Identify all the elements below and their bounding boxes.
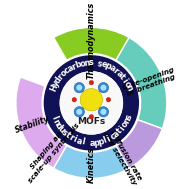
- Circle shape: [77, 85, 82, 90]
- Circle shape: [89, 80, 94, 85]
- Text: i: i: [120, 77, 129, 84]
- Circle shape: [101, 85, 106, 90]
- Text: c: c: [108, 132, 117, 142]
- Wedge shape: [21, 120, 83, 177]
- Text: n: n: [84, 58, 90, 68]
- Circle shape: [104, 98, 107, 101]
- Text: p: p: [93, 138, 100, 148]
- Text: H: H: [49, 83, 60, 93]
- Circle shape: [106, 98, 111, 102]
- Text: n: n: [123, 84, 134, 92]
- Text: Gate-opening
or breathing: Gate-opening or breathing: [122, 66, 178, 97]
- Text: MOFs: MOFs: [77, 117, 105, 126]
- Wedge shape: [54, 27, 129, 60]
- Text: a: a: [75, 136, 83, 146]
- Circle shape: [98, 82, 109, 93]
- Circle shape: [76, 98, 79, 101]
- Text: a: a: [107, 63, 117, 74]
- Text: r: r: [56, 72, 66, 81]
- Circle shape: [90, 112, 93, 115]
- Text: s: s: [89, 58, 94, 67]
- Text: I: I: [49, 115, 59, 121]
- Text: i: i: [72, 135, 78, 144]
- Circle shape: [77, 109, 82, 114]
- Wedge shape: [44, 55, 139, 151]
- Text: s: s: [97, 59, 103, 69]
- Text: s: s: [124, 113, 134, 120]
- Circle shape: [60, 72, 122, 134]
- Text: i: i: [118, 124, 127, 132]
- Text: i: i: [106, 134, 112, 144]
- Text: o: o: [79, 59, 86, 69]
- Circle shape: [101, 109, 106, 114]
- Text: l: l: [102, 136, 108, 145]
- Wedge shape: [16, 77, 67, 168]
- Text: t: t: [63, 130, 72, 140]
- Text: e: e: [100, 60, 108, 70]
- Text: p: p: [97, 137, 105, 147]
- Text: l: l: [81, 138, 86, 147]
- Circle shape: [74, 82, 84, 93]
- Circle shape: [80, 89, 102, 111]
- Circle shape: [89, 115, 94, 119]
- Text: a: a: [112, 129, 121, 139]
- Text: r: r: [71, 62, 78, 71]
- Circle shape: [74, 107, 84, 117]
- Text: Shaping and
scale-up synthesis: Shaping and scale-up synthesis: [22, 117, 81, 184]
- Wedge shape: [78, 120, 162, 178]
- Circle shape: [98, 107, 109, 117]
- Text: y: y: [51, 80, 61, 88]
- Text: Stability: Stability: [14, 114, 51, 135]
- Text: d: d: [53, 75, 64, 85]
- Text: o: o: [121, 79, 132, 88]
- Text: u: u: [56, 124, 66, 134]
- Wedge shape: [116, 38, 167, 129]
- Text: Thermodynamics: Thermodynamics: [87, 2, 96, 79]
- Text: Diffusion rate
and selectivity: Diffusion rate and selectivity: [102, 128, 143, 186]
- Text: a: a: [89, 139, 95, 148]
- Text: o: o: [59, 69, 69, 79]
- Wedge shape: [54, 146, 129, 178]
- Text: r: r: [67, 133, 75, 143]
- Text: n: n: [122, 116, 133, 125]
- Text: t: t: [115, 127, 124, 136]
- Text: p: p: [104, 61, 113, 72]
- Text: n: n: [51, 117, 61, 127]
- Text: a: a: [66, 63, 75, 74]
- Text: c: c: [63, 66, 72, 76]
- Circle shape: [72, 98, 77, 102]
- Text: t: t: [117, 72, 127, 81]
- Text: r: r: [111, 66, 120, 76]
- Text: o: o: [120, 120, 131, 129]
- Text: d: d: [53, 121, 64, 131]
- Circle shape: [90, 84, 93, 87]
- Text: b: b: [74, 60, 83, 70]
- Text: Kinetics: Kinetics: [87, 147, 96, 183]
- Text: a: a: [114, 69, 124, 79]
- Text: s: s: [59, 127, 69, 137]
